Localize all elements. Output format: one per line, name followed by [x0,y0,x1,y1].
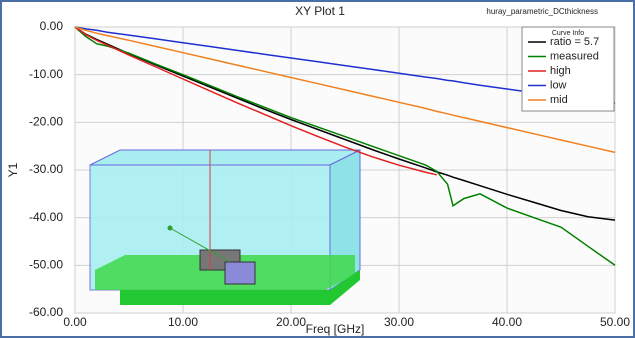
x-axis-label: Freq [GHz] [306,322,365,336]
y-tick-label: -30.00 [29,162,63,176]
y-tick-label: -60.00 [29,305,63,319]
model-inset [90,150,360,305]
x-tick-label: 10.00 [168,315,198,329]
x-tick-label: 40.00 [492,315,522,329]
legend-label: high [550,65,571,77]
x-tick-label: 0.00 [63,315,87,329]
x-tick-label: 50.00 [600,315,630,329]
legend-label: low [550,79,567,91]
y-tick-label: 0.00 [40,19,64,33]
y-tick-label: -50.00 [29,258,63,272]
legend-label: measured [550,50,599,62]
x-tick-label: 30.00 [384,315,414,329]
y-axis-label: Y1 [6,162,20,177]
legend-label: ratio = 5.7 [550,36,599,48]
y-tick-label: -40.00 [29,210,63,224]
chart: XY Plot 1 huray_parametric_DCthickness F… [0,0,635,338]
y-tick-label: -20.00 [29,115,63,129]
x-tick-label: 20.00 [276,315,306,329]
legend-label: mid [550,94,568,106]
chart-subtitle: huray_parametric_DCthickness [486,7,598,16]
y-tick-label: -10.00 [29,67,63,81]
chart-title: XY Plot 1 [295,4,345,18]
